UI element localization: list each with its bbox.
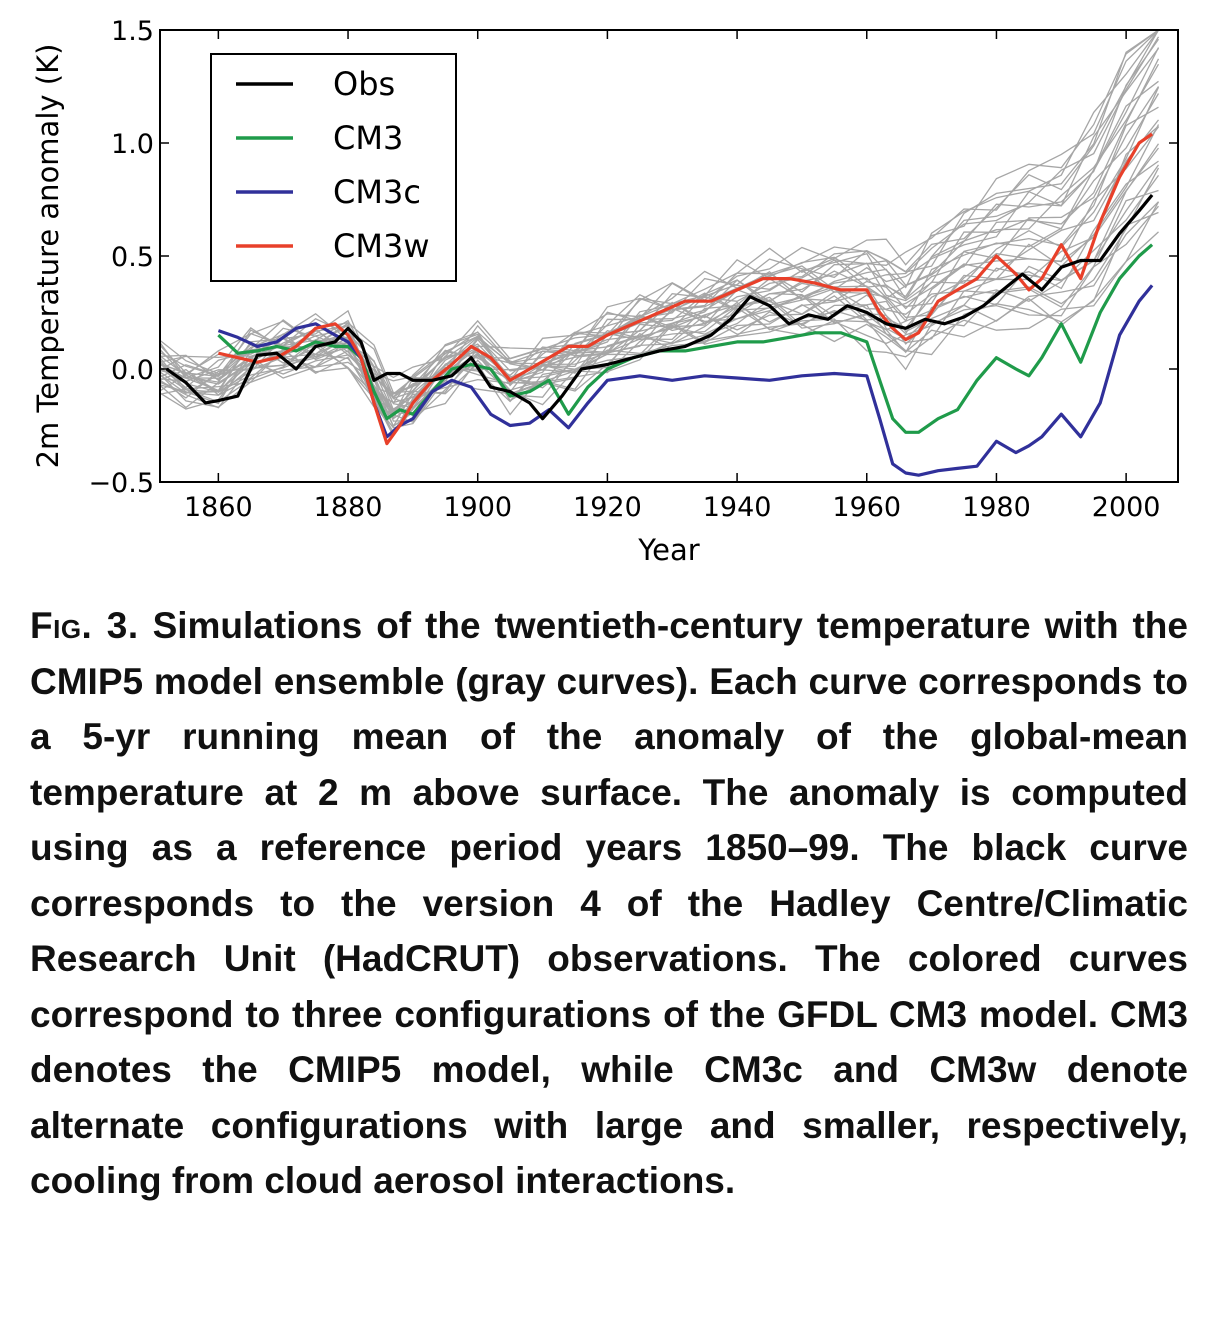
caption-label: Fig. 3. [30, 605, 139, 646]
ensemble-curve [159, 143, 1160, 423]
legend: Obs CM3 CM3c CM3w [210, 53, 457, 282]
x-tick-label: 1880 [314, 492, 383, 523]
ensemble-curve [159, 164, 1160, 412]
ensemble-curve [159, 29, 1160, 405]
figure-caption: Fig. 3. Simulations of the twentieth-cen… [30, 598, 1188, 1209]
x-tick-label: 1900 [443, 492, 512, 523]
legend-label-cm3c: CM3c [333, 173, 421, 211]
legend-label-obs: Obs [333, 65, 395, 103]
legend-label-cm3w: CM3w [333, 227, 429, 265]
x-tick-label: 1860 [184, 492, 253, 523]
series-line-obs [165, 193, 1154, 421]
x-tick-label: 1940 [703, 492, 772, 523]
caption-text: Simulations of the twentieth-century tem… [30, 605, 1188, 1201]
x-tick-label: 2000 [1092, 492, 1161, 523]
legend-box [210, 53, 457, 282]
ensemble-curve [159, 231, 1159, 415]
ensemble-curve [159, 119, 1160, 395]
y-axis-ticks: −0.5 0.0 0.5 1.0 1.5 [88, 16, 1178, 499]
legend-items: Obs CM3 CM3c CM3w [236, 65, 429, 265]
y-tick-label: 0.5 [111, 242, 154, 273]
temperature-anomaly-chart: 1860 1880 1900 1920 1940 1960 1980 2000 −0.5 0.0… [31, 16, 1179, 567]
legend-label-cm3: CM3 [333, 119, 403, 157]
y-tick-label: 1.5 [111, 16, 154, 47]
y-tick-label: 1.0 [111, 129, 154, 160]
x-axis-label: Year [637, 533, 699, 567]
ensemble-curve [159, 80, 1159, 419]
model-series [165, 132, 1154, 477]
ensemble-curve [159, 58, 1160, 409]
x-tick-label: 1980 [962, 492, 1031, 523]
y-axis-label: 2m Temperature anomaly (K) [31, 44, 65, 469]
x-tick-label: 1920 [573, 492, 642, 523]
y-tick-label: 0.0 [111, 355, 154, 386]
series-line-cm3w [218, 132, 1154, 446]
y-tick-label: −0.5 [88, 468, 154, 499]
x-tick-label: 1960 [832, 492, 901, 523]
x-axis-ticks: 1860 1880 1900 1920 1940 1960 1980 2000 [184, 30, 1160, 523]
